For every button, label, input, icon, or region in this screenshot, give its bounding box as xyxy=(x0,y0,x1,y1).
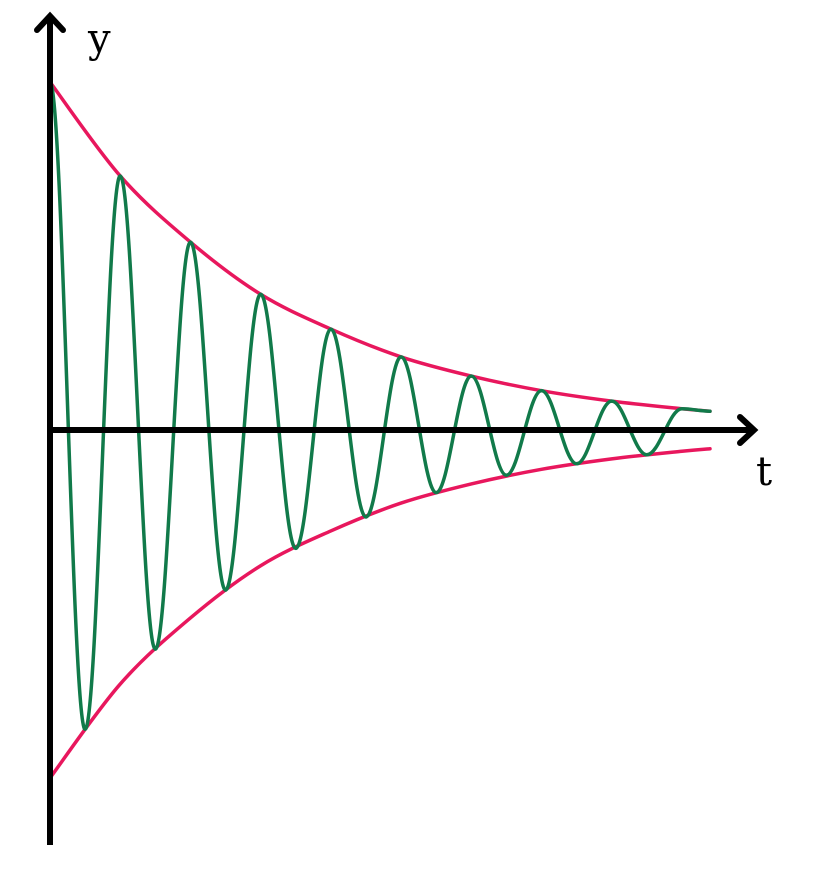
x-axis-label: t xyxy=(756,449,772,495)
envelope-upper-curve xyxy=(48,80,712,413)
x-axis-arrowhead xyxy=(737,414,759,446)
plot-curves xyxy=(48,80,712,780)
axes xyxy=(34,11,759,845)
y-axis-label: y xyxy=(87,16,111,62)
damped-oscillation-curve xyxy=(48,80,712,732)
y-axis-arrowhead xyxy=(34,11,66,33)
